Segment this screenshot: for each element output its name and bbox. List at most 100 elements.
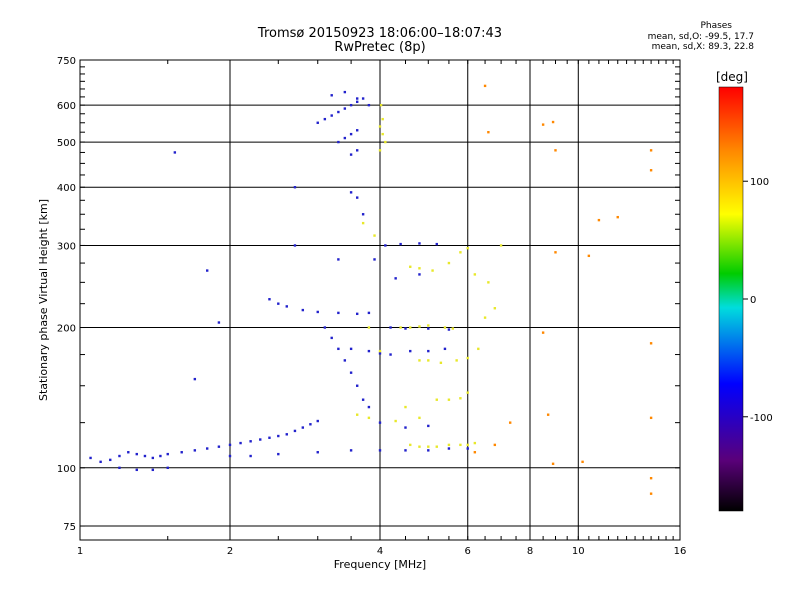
data-point xyxy=(89,456,92,460)
data-point xyxy=(587,254,591,258)
data-point xyxy=(293,244,297,247)
data-point xyxy=(193,449,197,452)
data-point xyxy=(355,97,359,100)
chart-title: Tromsø 20150923 18:06:00–18:07:43 xyxy=(257,26,503,41)
data-point xyxy=(367,349,371,353)
data-point xyxy=(487,281,490,284)
x-tick-label: 16 xyxy=(674,546,687,557)
data-point xyxy=(381,117,384,121)
data-point xyxy=(285,305,288,308)
data-point xyxy=(205,269,209,272)
data-point xyxy=(435,242,438,246)
data-point xyxy=(483,84,487,88)
data-point xyxy=(349,191,353,194)
grid-lines xyxy=(80,60,680,540)
data-point xyxy=(151,456,155,460)
data-point xyxy=(378,125,382,128)
data-point xyxy=(143,454,147,458)
y-axis-label: Stationary phase Virtual Height [km] xyxy=(37,199,50,401)
data-point xyxy=(337,258,340,261)
data-point xyxy=(378,149,382,152)
x-tick-label: 1 xyxy=(77,546,83,557)
data-point xyxy=(268,436,271,439)
data-point xyxy=(239,441,242,445)
axes: 1 2 4 6 8 10 16 75 100 200 300 400 500 600 750 xyxy=(57,56,686,557)
data-point xyxy=(455,359,458,362)
data-point xyxy=(337,110,340,114)
data-point xyxy=(389,326,392,329)
data-point xyxy=(99,460,102,464)
data-point xyxy=(228,443,232,447)
data-point xyxy=(466,356,469,360)
data-point xyxy=(427,349,430,353)
data-point xyxy=(404,327,407,330)
data-point xyxy=(616,215,619,219)
data-point xyxy=(330,114,333,117)
data-point xyxy=(193,377,197,381)
data-point xyxy=(217,321,221,324)
data-point xyxy=(361,398,365,401)
colorbar-ticks: -100 0 100 xyxy=(743,177,773,424)
data-point xyxy=(451,327,455,330)
data-point xyxy=(337,140,340,144)
data-point xyxy=(418,325,421,328)
data-point xyxy=(293,429,297,433)
data-point xyxy=(427,359,430,362)
data-point xyxy=(361,221,365,225)
data-point xyxy=(649,492,653,495)
phase-stats-o: mean, sd,O: -99.5, 17.7 xyxy=(647,32,754,42)
data-point xyxy=(439,361,443,365)
data-point xyxy=(118,454,121,458)
data-point xyxy=(473,441,477,445)
data-point xyxy=(378,349,382,353)
data-point xyxy=(337,347,340,351)
data-point xyxy=(443,347,447,351)
data-point xyxy=(551,120,555,124)
data-point xyxy=(447,261,451,265)
data-point xyxy=(151,468,155,472)
data-point xyxy=(447,328,451,331)
data-point xyxy=(355,312,359,316)
data-point xyxy=(367,326,371,329)
phases-heading: Phases xyxy=(700,21,732,31)
data-point xyxy=(459,251,462,254)
data-point xyxy=(159,454,162,458)
chart-subtitle: RwPretec (8p) xyxy=(334,40,426,55)
data-point xyxy=(541,331,545,334)
x-axis-label: Frequency [MHz] xyxy=(334,558,426,571)
data-point xyxy=(427,445,430,448)
data-point xyxy=(316,419,319,423)
data-point xyxy=(399,242,402,246)
data-point xyxy=(649,169,653,172)
data-point xyxy=(473,451,477,454)
data-point xyxy=(301,308,305,312)
data-point xyxy=(166,466,169,470)
x-tick-label: 10 xyxy=(572,546,585,557)
colorbar-tick-label: 100 xyxy=(750,177,769,188)
data-point xyxy=(466,391,469,394)
data-point xyxy=(277,302,280,305)
data-point xyxy=(459,443,462,447)
data-point xyxy=(499,244,503,247)
data-point xyxy=(127,451,130,454)
data-point xyxy=(418,267,421,270)
data-point xyxy=(381,132,384,136)
data-point xyxy=(316,121,319,124)
data-point xyxy=(551,462,555,466)
data-points xyxy=(89,84,653,495)
data-point xyxy=(394,277,397,280)
data-point xyxy=(166,452,169,456)
data-point xyxy=(367,311,371,315)
data-point xyxy=(487,130,490,134)
data-point xyxy=(466,443,469,447)
data-point xyxy=(493,443,497,447)
data-point xyxy=(418,242,421,245)
data-point xyxy=(399,326,402,329)
data-point xyxy=(447,398,451,401)
data-point xyxy=(355,129,359,132)
data-point xyxy=(349,347,353,351)
data-point xyxy=(435,445,438,448)
colorbar-tick-label: -100 xyxy=(750,413,773,424)
y-tick-label: 100 xyxy=(57,464,76,475)
